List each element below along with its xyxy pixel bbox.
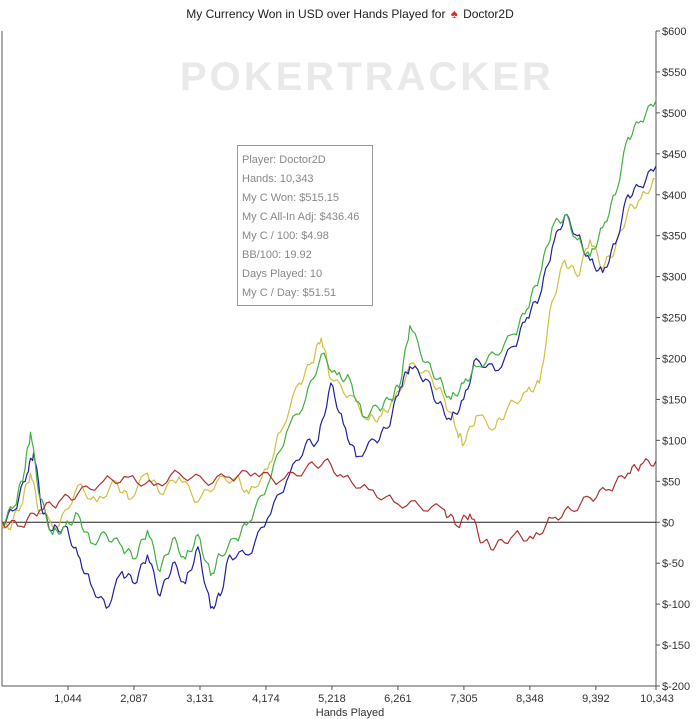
tooltip-hands: Hands: 10,343 — [242, 173, 314, 185]
x-tick-label: 10,343 — [640, 693, 674, 705]
x-tick-label: 8,348 — [516, 693, 544, 705]
chart-title-text: My Currency Won in USD over Hands Played… — [186, 7, 446, 21]
y-tick-label: $50 — [662, 476, 680, 488]
tooltip-won: My C Won: $515.15 — [242, 192, 340, 204]
tooltip-player: Player: Doctor2D — [242, 154, 326, 166]
y-tick-label: $-200 — [662, 681, 690, 693]
y-tick-label: $0 — [662, 517, 674, 529]
x-axis-label: Hands Played — [315, 707, 385, 719]
x-tick-label: 1,044 — [54, 693, 82, 705]
x-tick-label: 6,261 — [384, 693, 412, 705]
y-tick-label: $550 — [662, 67, 686, 79]
x-tick-label: 2,087 — [120, 693, 148, 705]
y-tick-label: $-100 — [662, 599, 690, 611]
tooltip-perday: My C / Day: $51.51 — [242, 287, 337, 299]
x-tick-label: 9,392 — [582, 693, 610, 705]
y-tick-label: $100 — [662, 435, 686, 447]
y-tick-label: $-150 — [662, 640, 690, 652]
y-tick-label: $350 — [662, 231, 686, 243]
y-tick-label: $250 — [662, 313, 686, 325]
y-tick-label: $200 — [662, 354, 686, 366]
series-group — [1, 100, 657, 610]
stats-tooltip: Player: Doctor2D Hands: 10,343 My C Won:… — [237, 145, 373, 306]
tooltip-allin: My C All-In Adj: $436.46 — [242, 211, 360, 223]
plot-frame — [1, 31, 657, 687]
y-tick-label: $-50 — [662, 558, 684, 570]
y-tick-label: $400 — [662, 190, 686, 202]
spade-icon: ♠ — [450, 6, 458, 21]
series-line-3 — [1, 100, 657, 577]
series-line-4 — [1, 458, 657, 551]
watermark: POKERTRACKER — [180, 55, 554, 99]
tooltip-per100: My C / 100: $4.98 — [242, 230, 329, 242]
x-axis: 1,044 2,087 3,131 4,174 5,218 6,261 7,305 8,348… — [54, 686, 674, 705]
y-tick-label: $150 — [662, 394, 686, 406]
y-tick-label: $600 — [662, 26, 686, 38]
chart-title-player: Doctor2D — [463, 7, 514, 21]
y-axis: $600 $550 $500 $450 $400 $350 $300 $250 $200 $150… — [656, 26, 690, 693]
series-line-2 — [1, 165, 657, 610]
x-tick-label: 5,218 — [318, 693, 346, 705]
tooltip-bb100: BB/100: 19.92 — [242, 249, 312, 261]
series-line-1 — [1, 177, 657, 531]
chart-title: My Currency Won in USD over Hands Played… — [0, 6, 700, 21]
x-tick-label: 4,174 — [252, 693, 280, 705]
y-tick-label: $500 — [662, 108, 686, 120]
x-tick-label: 7,305 — [450, 693, 478, 705]
y-tick-label: $300 — [662, 272, 686, 284]
y-tick-label: $450 — [662, 149, 686, 161]
tooltip-days: Days Played: 10 — [242, 268, 323, 280]
x-tick-label: 3,131 — [186, 693, 214, 705]
